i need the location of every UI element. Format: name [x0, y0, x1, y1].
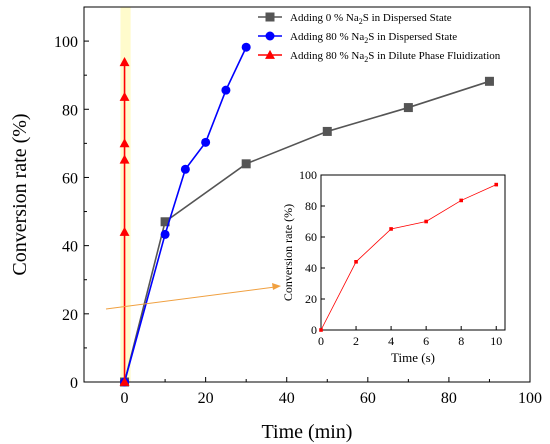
inset-series-0 [319, 182, 499, 332]
inset-y-axis-label: Conversion rate (%) [281, 204, 295, 301]
legend-text-part: S in Dispersed State [363, 12, 452, 24]
data-point [322, 126, 332, 136]
y-tick-label: 100 [54, 34, 78, 51]
data-point [119, 376, 130, 386]
x-tick-label: 80 [441, 390, 457, 407]
inset-y-tick-label: 80 [305, 199, 317, 213]
data-point [403, 103, 413, 113]
inset-frame [320, 174, 506, 331]
inset-y-tick-label: 40 [305, 261, 317, 275]
x-tick-label: 100 [518, 390, 542, 407]
legend-marker [265, 12, 275, 22]
data-point [221, 85, 231, 95]
legend-text-part: S in Dilute Phase Fluidization [368, 50, 500, 62]
plot-frame [83, 6, 531, 383]
inset-series-line [320, 184, 497, 331]
data-point [201, 137, 211, 147]
inset-x-tick-label: 8 [458, 334, 464, 348]
legend-marker [265, 49, 275, 59]
arrow-line [105, 286, 276, 310]
inset-data-point [424, 219, 428, 224]
x-tick-label: 60 [360, 390, 376, 407]
inset-data-point [319, 328, 323, 332]
legend-marker [265, 31, 275, 41]
data-point [241, 159, 251, 169]
legend-entry: Adding 0 % Na2S in Dispersed State [290, 12, 452, 26]
series-line [123, 80, 490, 383]
data-point [119, 138, 130, 148]
inset-y-tick-label: 20 [305, 292, 317, 306]
legend-text-part: Adding 0 % Na [290, 12, 359, 24]
data-point [241, 42, 251, 52]
y-tick-label: 40 [62, 239, 78, 256]
x-axis-label: Time (min) [262, 421, 353, 443]
data-point [484, 76, 494, 86]
highlight-band [120, 7, 131, 382]
x-tick-label: 40 [279, 390, 295, 407]
series-2 [119, 57, 130, 386]
inset-y-tick-label: 100 [299, 168, 317, 182]
inset-x-tick-label: 6 [423, 334, 429, 348]
inset-data-point [494, 182, 499, 187]
y-tick-label: 0 [70, 375, 78, 392]
x-tick-label: 20 [198, 390, 214, 407]
inset-x-tick-label: 2 [353, 334, 359, 348]
inset-data-point [459, 198, 463, 203]
data-point [119, 154, 130, 164]
legend: Adding 0 % Na2S in Dispersed StateAdding… [258, 12, 501, 64]
legend-text-part: S in Dispersed State [368, 31, 457, 43]
legend-text-part: Adding 80 % Na [290, 31, 364, 43]
inset-x-tick-label: 4 [388, 334, 394, 348]
legend-subscript: 2 [364, 55, 368, 64]
series-line [123, 46, 247, 383]
y-tick-label: 80 [62, 102, 78, 119]
legend-entry: Adding 80 % Na2S in Dilute Phase Fluidiz… [290, 50, 501, 64]
inset-x-tick-label: 0 [318, 334, 324, 348]
y-axis-label: Conversion rate (%) [9, 113, 31, 275]
legend-subscript: 2 [359, 17, 363, 26]
y-tick-label: 20 [62, 307, 78, 324]
data-point [119, 57, 130, 67]
y-tick-label: 60 [62, 170, 78, 187]
data-point [160, 217, 170, 227]
inset-x-axis-label: Time (s) [391, 350, 435, 365]
inset-data-point [354, 260, 358, 264]
inset-y-tick-label: 60 [305, 230, 317, 244]
legend-entry: Adding 80 % Na2S in Dispersed State [290, 31, 457, 45]
x-tick-label: 0 [121, 390, 129, 407]
inset-y-tick-label: 0 [311, 323, 317, 337]
data-point [119, 91, 130, 101]
arrow-head [272, 283, 281, 290]
data-point [119, 226, 130, 236]
inset-x-tick-label: 10 [490, 334, 502, 348]
legend-subscript: 2 [364, 36, 368, 45]
legend-text-part: Adding 80 % Na [290, 50, 364, 62]
inset-data-point [389, 227, 393, 231]
data-point [160, 229, 170, 239]
data-point [180, 164, 190, 174]
series-1 [120, 42, 251, 387]
